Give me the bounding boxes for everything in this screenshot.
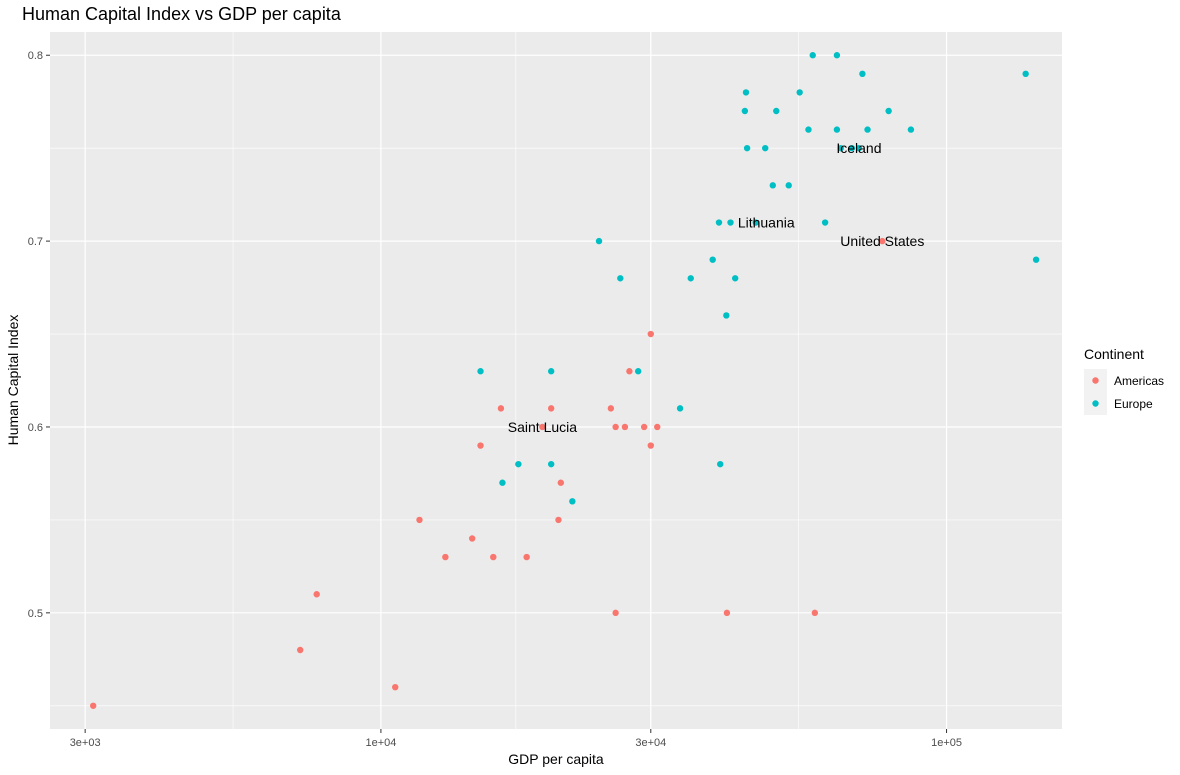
data-point-europe [741, 107, 749, 115]
data-point-europe [837, 144, 844, 152]
legend-title: Continent [1084, 346, 1144, 362]
data-point-europe [859, 70, 866, 78]
y-axis: 0.5 0.6 0.7 0.8 [28, 50, 50, 620]
legend: Continent Americas Europe [1084, 346, 1164, 415]
data-point-europe [731, 275, 739, 282]
data-point-americas [392, 683, 399, 691]
data-point-americas [607, 405, 615, 412]
data-point-europe [742, 89, 750, 96]
data-point-europe [717, 460, 724, 468]
data-point-europe [864, 126, 871, 133]
data-point-americas [442, 553, 449, 561]
data-point-americas [555, 516, 562, 524]
data-point-europe [547, 368, 555, 375]
data-point-europe [752, 219, 759, 226]
data-point-europe [833, 52, 841, 59]
data-point-americas [539, 423, 546, 431]
data-point-europe [805, 126, 812, 133]
legend-key-point [1092, 377, 1099, 384]
data-point-europe [617, 275, 624, 282]
plot-panel [50, 32, 1062, 729]
data-point-americas [647, 330, 654, 338]
data-point-europe [821, 219, 829, 226]
data-point-europe [762, 144, 769, 152]
data-point-europe [769, 182, 777, 189]
data-point-europe [1032, 256, 1040, 263]
data-point-europe [477, 368, 484, 375]
data-point-americas [612, 609, 619, 617]
data-point-americas [297, 646, 304, 654]
data-point-americas [879, 237, 886, 245]
data-point-europe [727, 219, 734, 226]
data-point-europe [676, 405, 684, 412]
data-point-europe [723, 312, 730, 319]
data-point-americas [497, 405, 505, 412]
data-point-europe [634, 368, 642, 375]
data-point-europe [773, 107, 780, 115]
data-point-americas [416, 516, 423, 524]
data-point-europe [743, 144, 751, 152]
data-point-europe [687, 275, 694, 282]
x-axis-title: GDP per capita [508, 751, 604, 767]
data-point-europe [709, 256, 716, 263]
data-point-americas [626, 368, 633, 375]
data-point-europe [796, 89, 803, 96]
y-tick-label: 0.7 [28, 236, 43, 248]
data-point-americas [557, 479, 565, 486]
data-point-americas [647, 442, 654, 449]
data-point-europe [848, 144, 856, 152]
data-point-europe [515, 460, 522, 468]
data-point-europe [855, 144, 863, 152]
data-point-americas [490, 553, 497, 561]
data-point-americas [313, 591, 320, 598]
data-point-europe [833, 126, 841, 133]
data-point-americas [523, 553, 530, 561]
data-point-europe [715, 219, 723, 226]
y-tick-label: 0.5 [28, 608, 43, 620]
data-point-americas [477, 442, 484, 449]
data-point-americas [547, 405, 555, 412]
legend-key-point [1092, 400, 1099, 407]
x-tick-label: 1e+04 [365, 737, 396, 749]
data-point-americas [621, 423, 629, 431]
data-point-americas [654, 423, 661, 431]
data-point-europe [547, 460, 555, 468]
data-point-americas [723, 609, 731, 617]
x-tick-label: 3e+04 [635, 737, 666, 749]
data-point-europe [809, 52, 816, 59]
data-point-americas [468, 535, 476, 542]
data-point-europe [1022, 70, 1029, 78]
data-point-europe [907, 126, 915, 133]
y-tick-label: 0.8 [28, 50, 43, 62]
grid [50, 32, 1062, 729]
data-point-americas [612, 423, 619, 431]
data-point-europe [595, 237, 603, 245]
point-annotation: Iceland [836, 140, 881, 156]
data-point-europe [569, 498, 576, 505]
legend-label: Americas [1114, 374, 1164, 388]
data-points [90, 52, 1040, 709]
data-point-europe [499, 479, 506, 486]
y-axis-title: Human Capital Index [5, 315, 21, 446]
data-point-americas [640, 423, 648, 431]
data-point-americas [90, 702, 97, 709]
y-tick-label: 0.6 [28, 422, 43, 434]
data-point-americas [811, 609, 819, 617]
legend-label: Europe [1114, 397, 1153, 411]
point-annotation: United States [840, 233, 924, 249]
x-tick-label: 3e+03 [70, 737, 101, 749]
point-annotation: Saint Lucia [508, 419, 577, 435]
annotations: Iceland Lithuania United States Saint Lucia [508, 140, 925, 435]
chart-title: Human Capital Index vs GDP per capita [22, 4, 342, 24]
x-axis: 3e+03 1e+04 3e+04 1e+05 [70, 729, 962, 749]
point-annotation: Lithuania [738, 215, 795, 231]
data-point-europe [785, 182, 792, 189]
x-tick-label: 1e+05 [931, 737, 962, 749]
data-point-europe [885, 107, 892, 115]
